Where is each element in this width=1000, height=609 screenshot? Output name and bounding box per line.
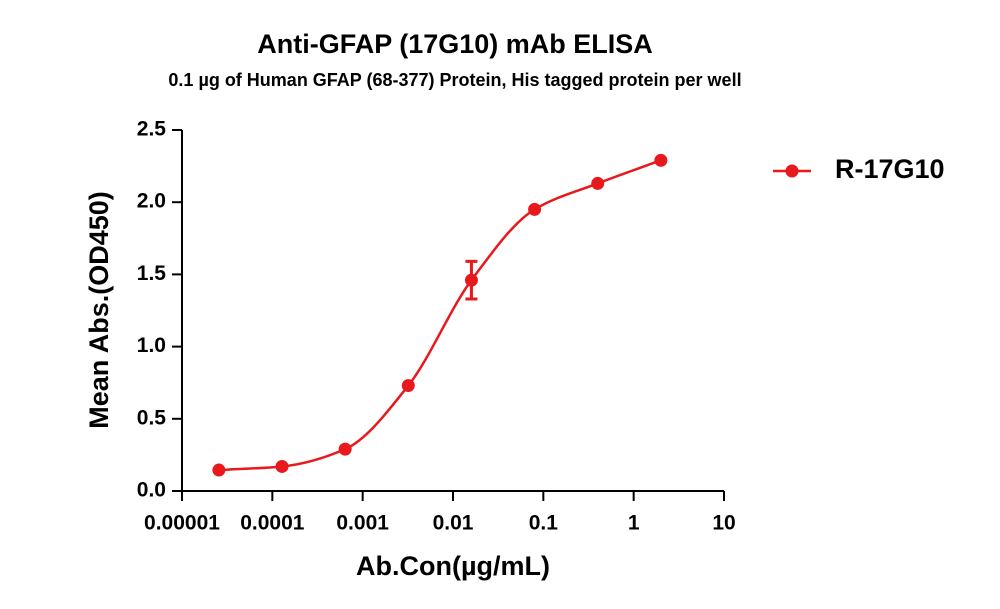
y-tick-label: 2.0: [137, 190, 166, 213]
data-point: [464, 273, 478, 287]
data-point: [591, 176, 605, 190]
x-tick-label: 0.01: [433, 512, 474, 535]
data-point: [654, 153, 668, 167]
x-axis-label: Ab.Con(µg/mL): [356, 551, 550, 581]
data-point: [275, 459, 289, 473]
x-tick-label: 1: [628, 512, 640, 535]
data-point: [338, 442, 352, 456]
x-tick-label: 0.1: [529, 512, 559, 535]
data-point: [528, 202, 542, 216]
y-tick-label: 2.5: [137, 118, 167, 141]
x-tick-label: 0.00001: [144, 512, 220, 535]
y-tick-label: 0.5: [137, 406, 167, 429]
x-tick-label: 10: [712, 512, 735, 535]
chart-subtitle: 0.1 µg of Human GFAP (68-377) Protein, H…: [168, 70, 741, 90]
y-tick-label: 0.0: [137, 479, 166, 502]
data-point: [212, 463, 226, 477]
x-tick-label: 0.001: [336, 512, 389, 535]
chart-title: Anti-GFAP (17G10) mAb ELISA: [257, 29, 653, 59]
y-tick-label: 1.5: [137, 262, 167, 285]
x-tick-label: 0.0001: [240, 512, 305, 535]
y-axis-label: Mean Abs.(OD450): [84, 191, 114, 429]
fit-curve: [218, 159, 662, 472]
data-point: [401, 379, 415, 393]
y-tick-label: 1.0: [137, 334, 166, 357]
legend-label: R-17G10: [835, 154, 945, 184]
legend-marker: [785, 164, 799, 178]
